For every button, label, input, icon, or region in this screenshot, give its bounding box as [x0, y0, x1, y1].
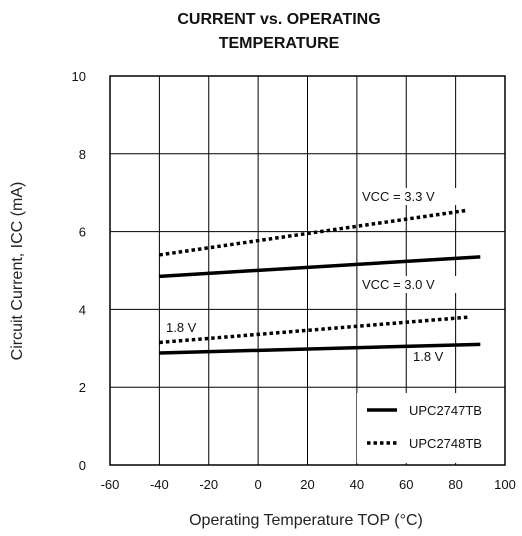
- y-tick-label: 10: [72, 69, 86, 84]
- y-tick-label: 8: [79, 147, 86, 162]
- y-tick-labels: 0 2 4 6 8 10: [72, 69, 86, 473]
- annotation-background: [411, 348, 453, 365]
- series-line-solid: [159, 342, 481, 355]
- x-tick-labels: -60 -40 -20 0 20 40 60 80 100: [101, 477, 516, 492]
- y-tick-label: 4: [79, 302, 86, 317]
- annotation-background: [360, 188, 458, 205]
- annotations: VCC = 3.0 V VCC = 3.3 V 1.8 V 1.8 V: [166, 188, 458, 365]
- plot-frame: [109, 75, 506, 466]
- x-tick-label: -40: [150, 477, 169, 492]
- series-line-dotted: [159, 208, 469, 257]
- x-tick-label: 60: [399, 477, 413, 492]
- x-tick-label: -60: [101, 477, 120, 492]
- y-tick-label: 6: [79, 225, 86, 240]
- chart-title-line2: TEMPERATURE: [219, 35, 340, 52]
- legend: UPC2747TB UPC2748TB: [357, 393, 503, 463]
- x-tick-label: 0: [255, 477, 262, 492]
- x-tick-label: 80: [448, 477, 462, 492]
- x-axis-label: Operating Temperature TOP (°C): [189, 512, 423, 529]
- legend-label: UPC2747TB: [409, 403, 482, 418]
- chart-title-line1: CURRENT vs. OPERATING: [177, 11, 380, 28]
- y-tick-label: 2: [79, 380, 86, 395]
- annotation-background: [360, 276, 458, 293]
- series-annotation: 1.8 V: [413, 349, 444, 364]
- x-tick-label: 100: [494, 477, 516, 492]
- series-annotation: 1.8 V: [166, 320, 197, 335]
- series-annotation: VCC = 3.3 V: [362, 189, 435, 204]
- grid: [110, 76, 505, 465]
- x-tick-label: -20: [199, 477, 218, 492]
- legend-background: [357, 393, 503, 463]
- series-line-solid: [159, 255, 481, 279]
- y-tick-label: 0: [79, 458, 86, 473]
- x-tick-label: 20: [300, 477, 314, 492]
- legend-label: UPC2748TB: [409, 436, 482, 451]
- x-tick-label: 40: [350, 477, 364, 492]
- y-axis-label: Circuit Current, ICC (mA): [9, 182, 26, 361]
- series-lines: [159, 208, 481, 355]
- series-line-dotted: [159, 315, 469, 345]
- series-annotation: VCC = 3.0 V: [362, 277, 435, 292]
